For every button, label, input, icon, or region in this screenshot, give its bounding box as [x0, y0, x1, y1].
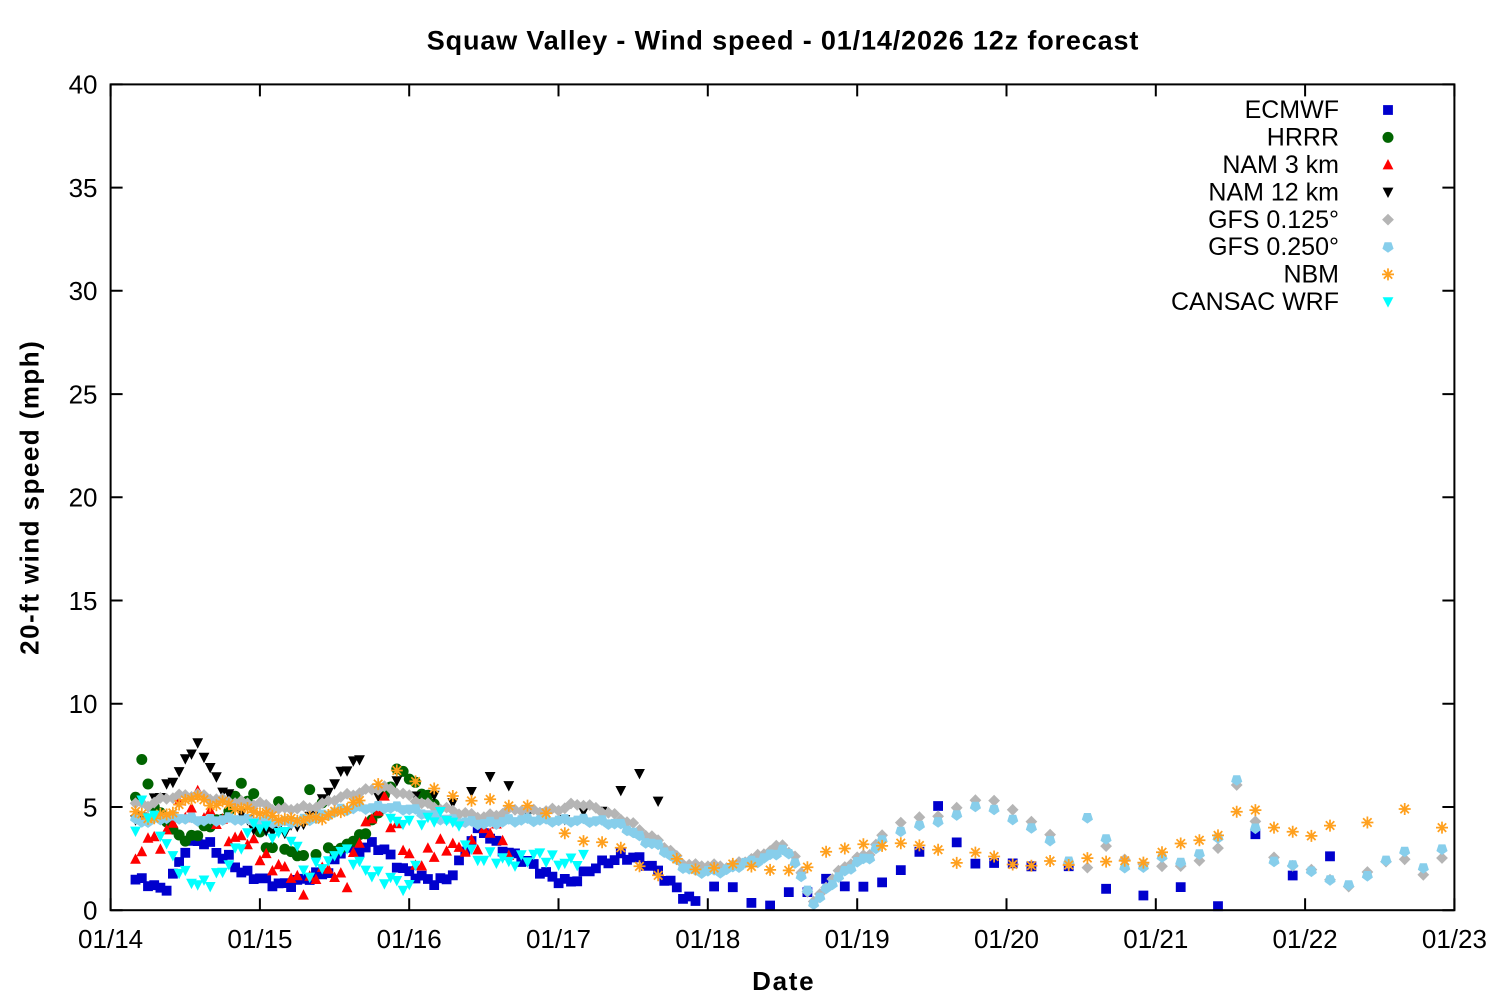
svg-text:GFS 0.250°: GFS 0.250°	[1208, 233, 1339, 261]
svg-text:CANSAC WRF: CANSAC WRF	[1171, 288, 1339, 316]
svg-text:30: 30	[69, 276, 98, 306]
svg-text:NAM 12 km: NAM 12 km	[1208, 178, 1339, 206]
svg-text:01/23: 01/23	[1422, 924, 1487, 954]
svg-text:01/14: 01/14	[78, 924, 143, 954]
svg-text:01/16: 01/16	[377, 924, 442, 954]
svg-text:35: 35	[69, 173, 98, 203]
svg-text:01/18: 01/18	[675, 924, 740, 954]
svg-text:HRRR: HRRR	[1267, 124, 1339, 152]
svg-text:5: 5	[83, 792, 97, 822]
svg-text:15: 15	[69, 586, 98, 616]
svg-text:25: 25	[69, 379, 98, 409]
svg-text:0: 0	[83, 896, 97, 926]
svg-text:01/21: 01/21	[1123, 924, 1188, 954]
svg-text:Squaw Valley - Wind speed - 01: Squaw Valley - Wind speed - 01/14/2026 1…	[427, 26, 1139, 56]
svg-text:NAM 3 km: NAM 3 km	[1222, 151, 1339, 179]
svg-text:01/20: 01/20	[974, 924, 1039, 954]
svg-text:ECMWF: ECMWF	[1245, 96, 1339, 124]
svg-text:GFS 0.125°: GFS 0.125°	[1208, 206, 1339, 234]
svg-text:40: 40	[69, 70, 98, 100]
svg-text:Date: Date	[752, 966, 815, 996]
svg-text:NBM: NBM	[1283, 261, 1339, 289]
svg-text:20-ft wind speed (mph): 20-ft wind speed (mph)	[15, 340, 45, 655]
svg-text:20: 20	[69, 483, 98, 513]
svg-text:01/22: 01/22	[1273, 924, 1338, 954]
svg-text:01/15: 01/15	[227, 924, 292, 954]
svg-text:01/19: 01/19	[825, 924, 890, 954]
svg-text:01/17: 01/17	[526, 924, 591, 954]
svg-text:10: 10	[69, 689, 98, 719]
